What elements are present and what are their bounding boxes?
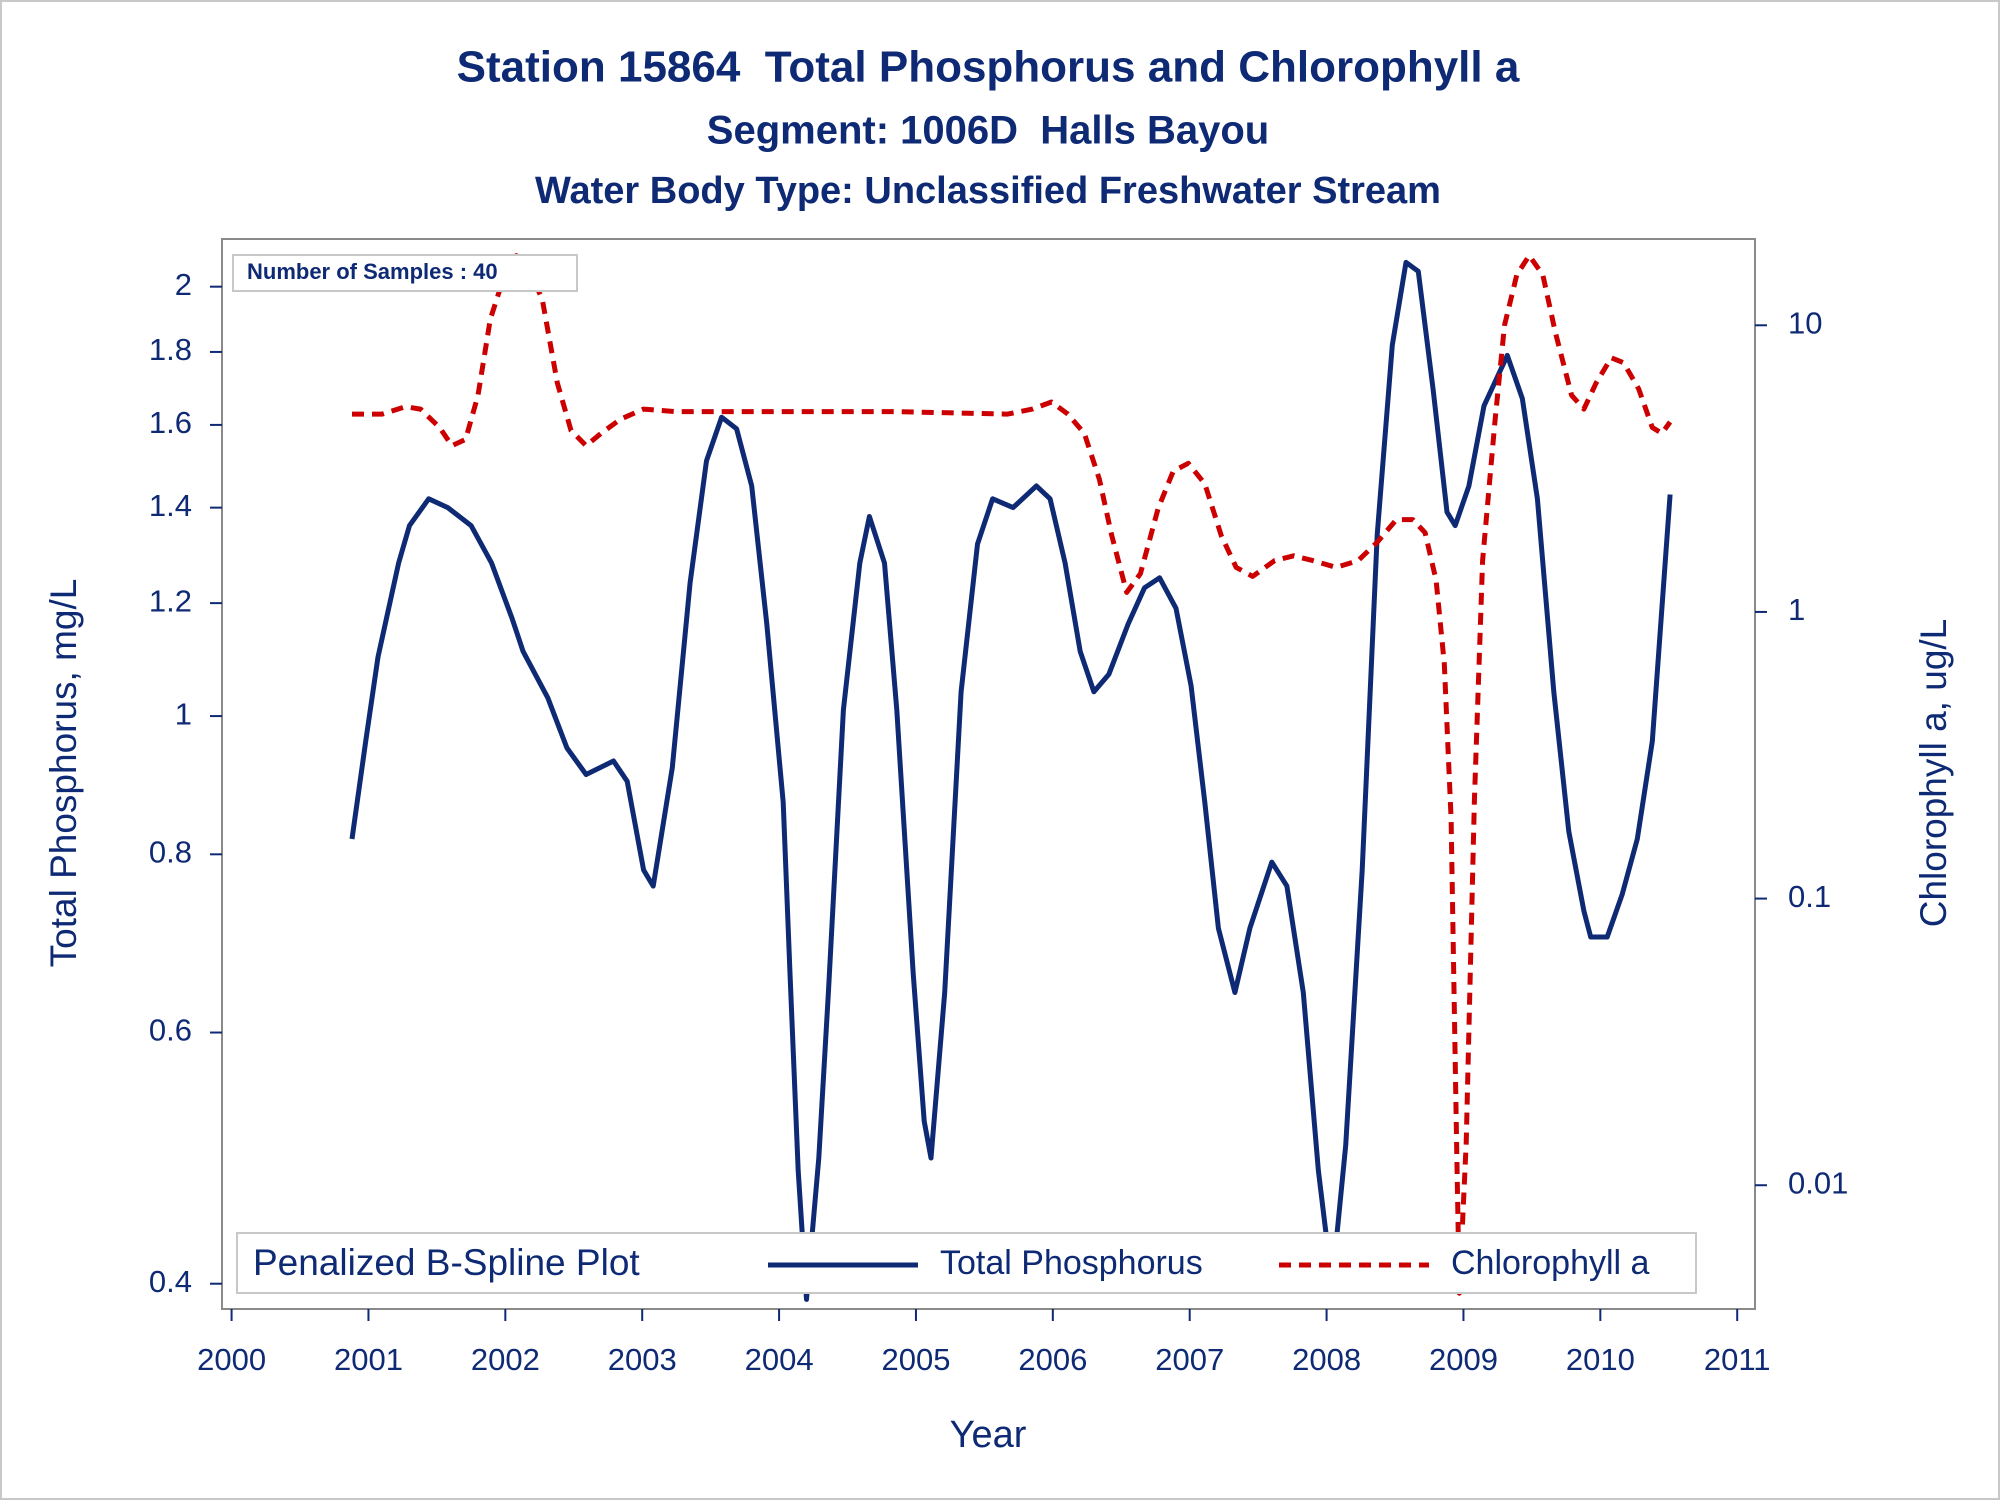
y2-tick-label: 0.1 (1788, 879, 1831, 914)
x-tick-label: 2004 (745, 1342, 814, 1377)
y2-tick-label: 0.01 (1788, 1165, 1848, 1200)
y-tick-label: 0.4 (149, 1264, 192, 1299)
y-tick-label: 1.2 (149, 583, 192, 618)
legend (236, 1232, 1697, 1294)
plot-frame (221, 238, 1756, 1310)
x-tick-label: 2011 (1704, 1342, 1771, 1377)
x-tick-label: 2002 (471, 1342, 540, 1377)
annotation-box (232, 254, 578, 292)
chart-subtitle: Segment: 1006D Halls Bayou (707, 109, 1269, 153)
x-tick-label: 2003 (608, 1342, 677, 1377)
annotation: Number of Samples : 40 (247, 259, 498, 284)
y2-tick-label: 10 (1788, 305, 1822, 340)
x-tick-label: 2008 (1292, 1342, 1361, 1377)
y-tick-label: 2 (175, 267, 192, 302)
y2-axis-label: Chlorophyll a, ug/L (1913, 619, 1954, 928)
legend-label: Chlorophyll a (1451, 1244, 1650, 1282)
y-tick-label: 1 (175, 696, 192, 731)
x-tick-label: 2007 (1155, 1342, 1224, 1377)
y-tick-label: 0.8 (149, 834, 192, 869)
x-tick-label: 2009 (1429, 1342, 1498, 1377)
y-tick-label: 1.8 (149, 332, 192, 367)
series-line (349, 259, 1673, 1302)
x-tick-label: 2010 (1566, 1342, 1635, 1377)
chart-subtitle: Water Body Type: Unclassified Freshwater… (535, 170, 1441, 212)
x-tick-label: 2006 (1018, 1342, 1087, 1377)
x-tick-label: 2005 (881, 1342, 950, 1377)
x-tick-label: 2000 (197, 1342, 266, 1377)
y-tick-label: 1.6 (149, 405, 192, 440)
chart-title: Station 15864 Total Phosphorus and Chlor… (457, 43, 1520, 92)
legend-label: Total Phosphorus (940, 1244, 1203, 1282)
y-axis-label: Total Phosphorus, mg/L (43, 579, 84, 968)
legend-title: Penalized B-Spline Plot (253, 1242, 640, 1283)
y-tick-label: 1.4 (149, 488, 192, 523)
y-tick-label: 0.6 (149, 1013, 192, 1048)
x-tick-label: 2001 (334, 1342, 403, 1377)
y2-tick-label: 1 (1788, 592, 1805, 627)
x-axis-label: Year (950, 1414, 1027, 1456)
